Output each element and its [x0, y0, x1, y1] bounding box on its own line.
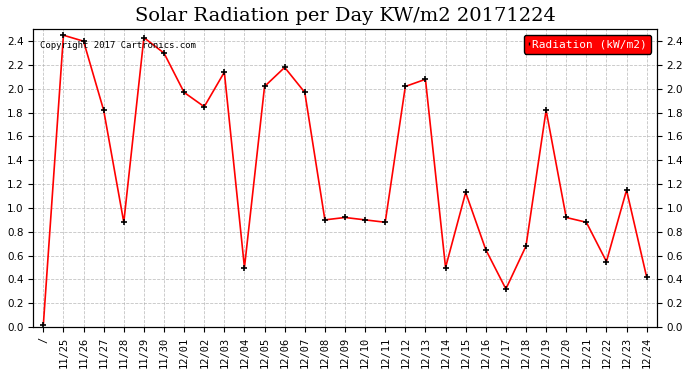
Title: Solar Radiation per Day KW/m2 20171224: Solar Radiation per Day KW/m2 20171224 [135, 7, 555, 25]
Legend: Radiation (kW/m2): Radiation (kW/m2) [524, 35, 651, 54]
Text: Copyright 2017 Cartronics.com: Copyright 2017 Cartronics.com [39, 41, 195, 50]
